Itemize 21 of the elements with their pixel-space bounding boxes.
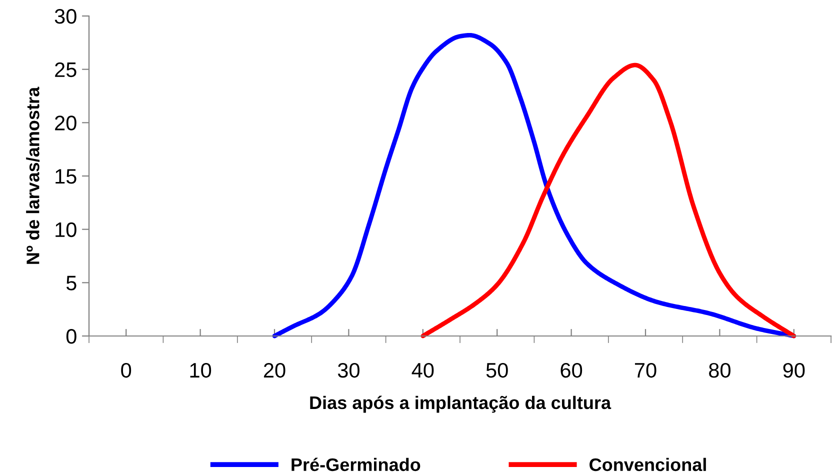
y-tick-label: 10 — [56, 222, 76, 238]
legend-label: Pré-Germinado — [292, 458, 420, 472]
y-tick-label: 25 — [55, 62, 76, 78]
y-axis-title: Nº de larvas/amostra — [26, 86, 40, 264]
x-tick-label: 70 — [634, 362, 656, 378]
x-tick-label: 80 — [709, 362, 730, 378]
x-tick-label: 50 — [486, 362, 508, 378]
legend-label: Convencional — [590, 458, 706, 472]
x-tick-label: 40 — [412, 362, 434, 378]
x-tick-label: 0 — [121, 362, 132, 378]
y-tick-label: 5 — [66, 276, 76, 290]
x-tick-label: 90 — [783, 362, 805, 378]
x-axis-title: Dias após a implantação da cultura — [310, 396, 612, 413]
y-tick-label: 30 — [54, 9, 76, 24]
y-tick-label: 0 — [66, 329, 76, 344]
y-tick-label: 20 — [55, 116, 76, 130]
x-tick-label: 10 — [190, 362, 212, 378]
x-tick-label: 30 — [338, 362, 360, 378]
x-tick-label: 20 — [264, 362, 286, 378]
y-tick-label: 15 — [56, 169, 76, 184]
x-tick-label: 60 — [560, 362, 582, 378]
